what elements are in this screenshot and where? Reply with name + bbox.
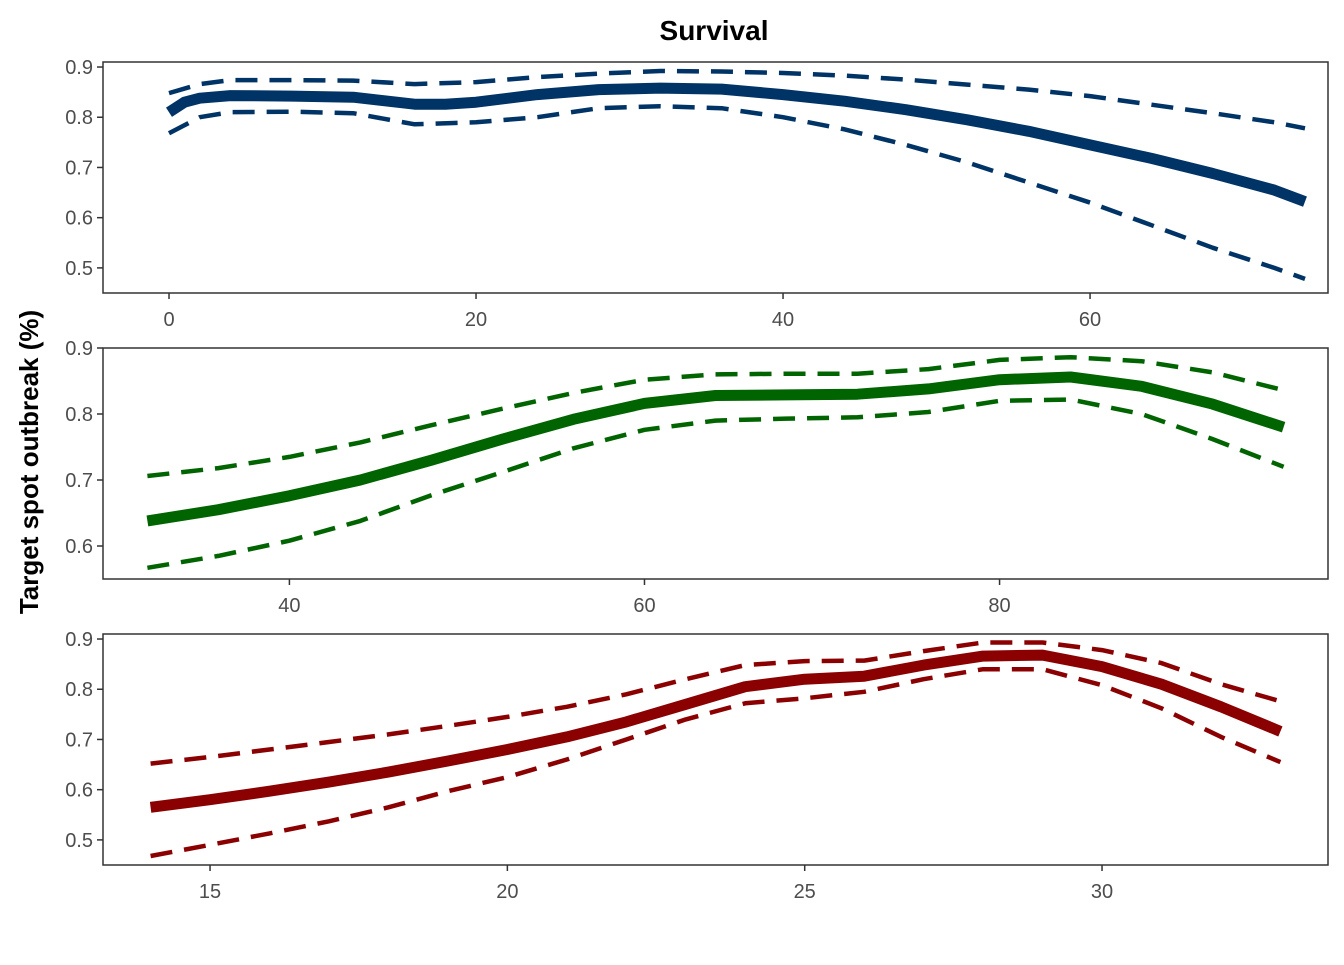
series-fit-line [166,82,1307,207]
y-tick-label: 0.7 [65,470,93,492]
chart-title: Survival [660,15,769,46]
series-fit-line [149,649,1283,813]
y-tick-label: 0.7 [65,157,93,179]
x-tick-label: 80 [988,595,1010,617]
y-tick-label: 0.8 [65,404,93,426]
x-tick-label: 20 [465,309,487,331]
y-tick-label: 0.9 [65,338,93,360]
y-tick-label: 0.6 [65,536,93,558]
series-fit-line [146,371,1286,527]
x-tick-label: 25 [794,881,816,903]
series-lower-line [147,397,1285,571]
x-tick-label: 60 [1079,309,1101,331]
y-tick-label: 0.8 [65,679,93,701]
x-tick-label: 30 [1091,881,1113,903]
series-upper-line [150,640,1282,766]
series-upper-line [147,354,1285,479]
panels: 0.5 0.6 0.7 0.8 0.9 0 20 40 60 0.6 0.7 0.8 0.9 40 60 80… [65,57,1329,903]
y-tick-label: 0.6 [65,780,93,802]
x-tick-label: 60 [633,595,655,617]
panel-2: 0.6 0.7 0.8 0.9 40 60 80 [65,338,1329,617]
x-tick-label: 20 [496,881,518,903]
y-tick-label: 0.9 [65,57,93,79]
x-tick-label: 0 [163,309,174,331]
y-tick-label: 0.5 [65,258,93,280]
x-tick-label: 40 [772,309,794,331]
panel-1: 0.5 0.6 0.7 0.8 0.9 0 20 40 60 [65,57,1329,331]
x-tick-label: 15 [199,881,221,903]
series-lower-line [150,666,1282,859]
y-tick-label: 0.5 [65,830,93,852]
series-lower-line [167,103,1306,282]
y-tick-label: 0.9 [65,629,93,651]
series-upper-line [168,68,1306,131]
panel-border [102,61,1329,294]
x-tick-label: 40 [278,595,300,617]
y-tick-label: 0.8 [65,107,93,129]
y-tick-label: 0.7 [65,729,93,751]
panel-border [102,347,1329,580]
panel-3: 0.5 0.6 0.7 0.8 0.9 15 20 25 30 [65,629,1329,903]
panel-border [102,633,1329,866]
y-tick-label: 0.6 [65,208,93,230]
y-axis-label: Target spot outbreak (%) [14,310,44,614]
